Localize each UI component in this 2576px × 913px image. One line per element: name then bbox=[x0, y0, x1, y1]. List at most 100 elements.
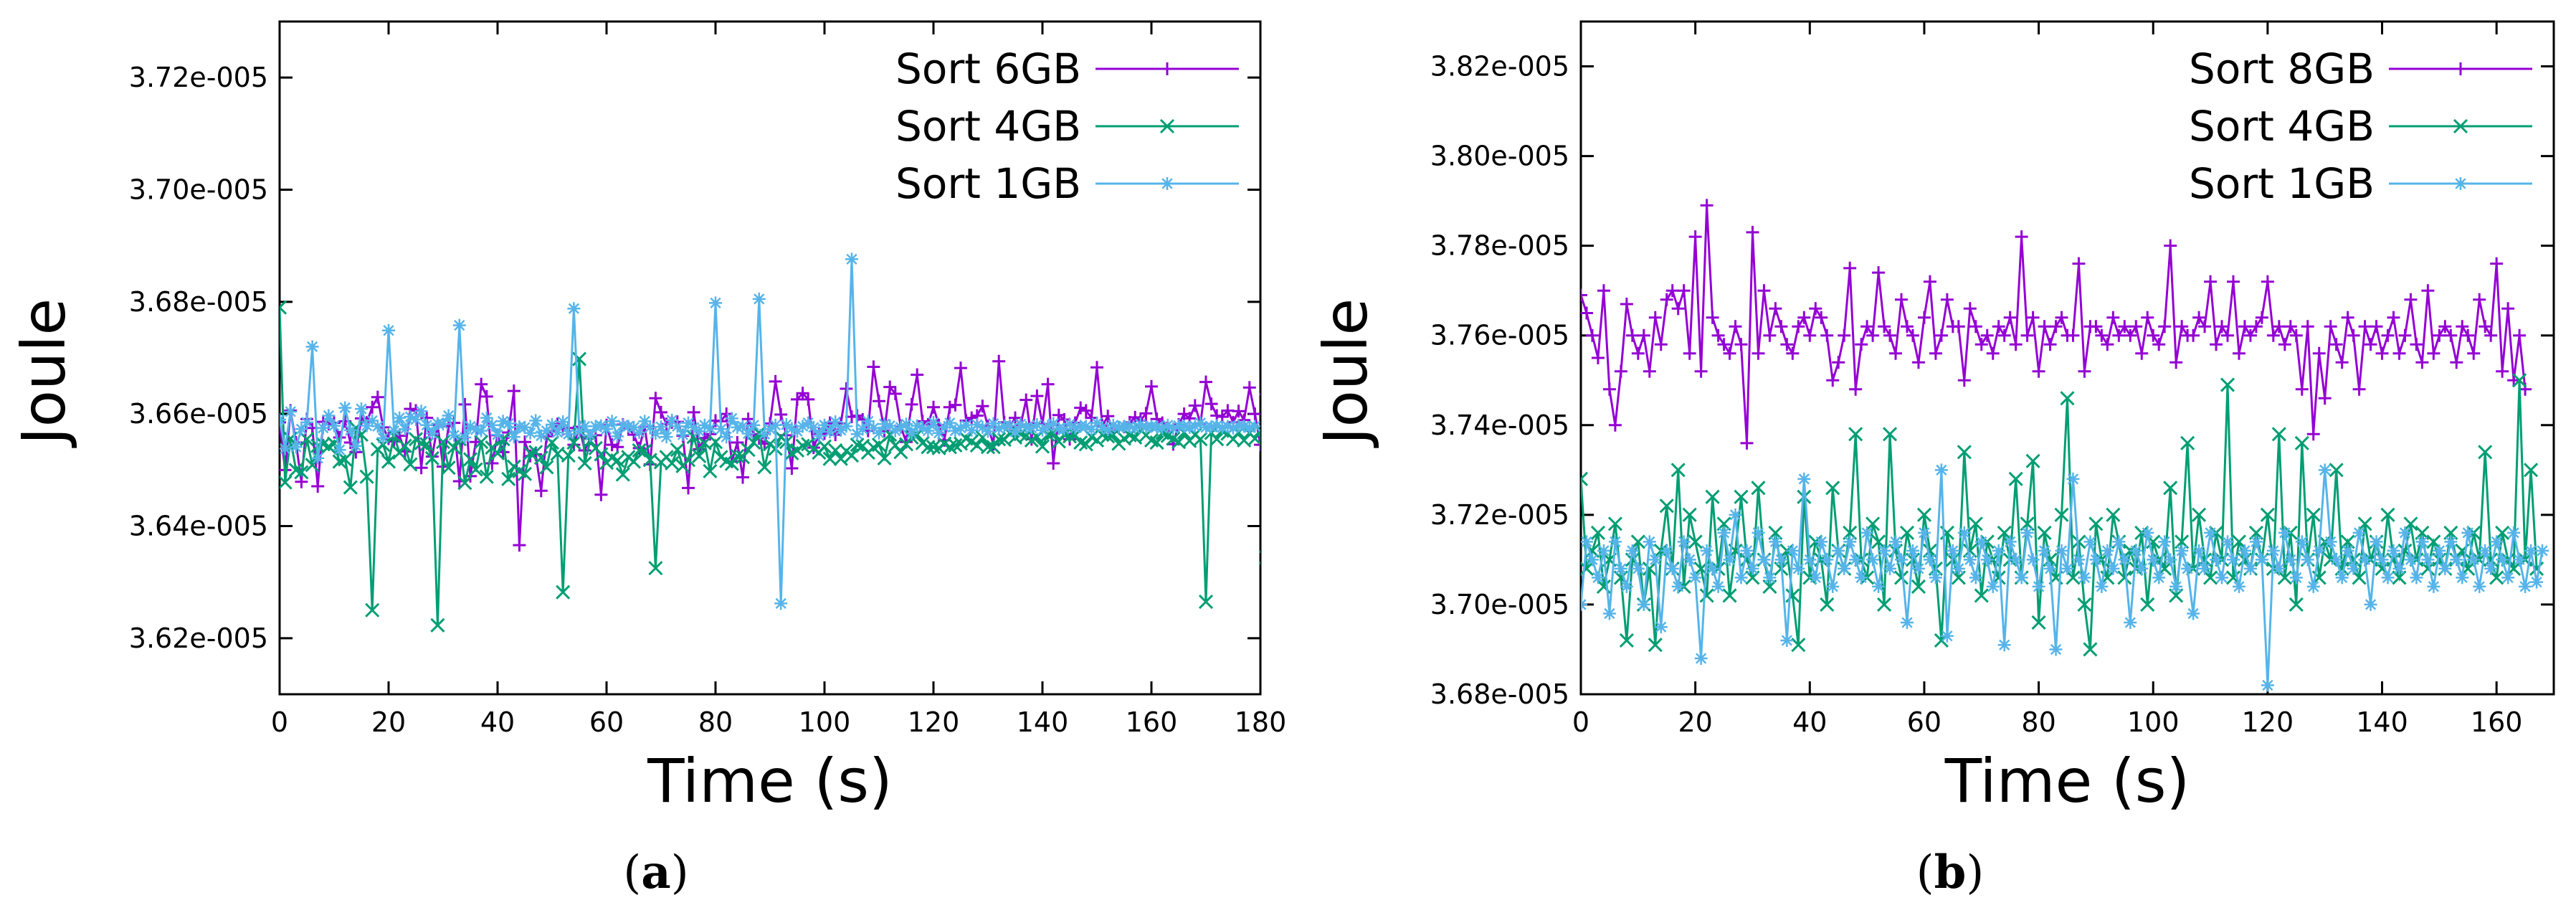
data-point bbox=[725, 412, 738, 425]
data-point bbox=[1619, 633, 1634, 648]
data-point bbox=[1106, 418, 1120, 432]
data-point bbox=[970, 418, 984, 432]
data-point bbox=[741, 443, 756, 458]
data-point bbox=[480, 411, 493, 425]
data-point bbox=[779, 418, 793, 432]
data-point bbox=[556, 415, 570, 429]
data-point bbox=[2410, 571, 2423, 585]
data-point bbox=[2083, 642, 2098, 657]
data-point bbox=[1946, 544, 1959, 557]
data-point bbox=[2398, 526, 2412, 539]
data-point bbox=[2272, 562, 2286, 575]
data-point bbox=[573, 425, 586, 438]
data-point bbox=[518, 420, 531, 434]
data-point bbox=[2260, 507, 2275, 522]
data-point bbox=[1591, 351, 1605, 364]
data-point bbox=[2380, 507, 2395, 522]
data-point bbox=[1648, 638, 1663, 653]
data-point bbox=[458, 430, 472, 444]
data-point bbox=[1792, 320, 1805, 333]
data-point bbox=[741, 427, 755, 440]
x-tick-label: 180 bbox=[1235, 706, 1287, 738]
data-point bbox=[828, 443, 843, 458]
data-point bbox=[2231, 534, 2247, 549]
y-tick-label: 3.66e-005 bbox=[129, 398, 268, 430]
data-point bbox=[2032, 364, 2045, 378]
data-point bbox=[1980, 328, 1994, 342]
data-point bbox=[437, 417, 450, 431]
data-point bbox=[1963, 302, 1977, 316]
data-point bbox=[2271, 427, 2286, 442]
data-point bbox=[1815, 311, 1828, 324]
data-point bbox=[2152, 571, 2166, 585]
data-point bbox=[2175, 320, 2189, 333]
data-point bbox=[1020, 393, 1033, 407]
data-point bbox=[311, 480, 325, 493]
data-point bbox=[409, 412, 422, 426]
data-point bbox=[637, 443, 652, 458]
x-tick-label: 160 bbox=[1126, 706, 1178, 738]
data-point bbox=[2140, 597, 2155, 612]
data-point bbox=[2124, 615, 2137, 629]
data-point bbox=[2490, 535, 2504, 549]
data-point bbox=[485, 418, 499, 432]
data-point bbox=[2031, 615, 2046, 630]
data-point bbox=[2210, 338, 2223, 351]
data-point bbox=[665, 455, 680, 471]
data-point bbox=[1242, 381, 1256, 394]
data-point bbox=[1791, 638, 1806, 653]
data-point bbox=[338, 401, 352, 415]
data-point bbox=[2238, 544, 2251, 557]
data-point bbox=[2187, 607, 2200, 620]
data-point bbox=[2513, 328, 2527, 342]
x-tick-label: 100 bbox=[2127, 706, 2180, 738]
data-point bbox=[2415, 535, 2429, 549]
data-point bbox=[1752, 526, 1765, 539]
data-point bbox=[469, 423, 483, 437]
data-point bbox=[2461, 328, 2475, 342]
data-point bbox=[1659, 498, 1674, 514]
data-point bbox=[1700, 199, 1714, 212]
data-point bbox=[475, 424, 488, 437]
data-point bbox=[393, 411, 407, 425]
data-point bbox=[954, 361, 967, 375]
data-point bbox=[1630, 534, 1645, 549]
data-point bbox=[626, 454, 642, 469]
data-point bbox=[2255, 553, 2268, 567]
data-point bbox=[2088, 516, 2104, 531]
data-point bbox=[2478, 320, 2492, 333]
data-point bbox=[1911, 562, 1925, 575]
data-point bbox=[1608, 418, 1622, 432]
data-point bbox=[888, 424, 902, 437]
data-point bbox=[980, 440, 996, 455]
data-point bbox=[807, 420, 820, 434]
data-point bbox=[2387, 311, 2400, 324]
data-point bbox=[632, 425, 646, 439]
data-point bbox=[1581, 288, 1587, 302]
data-point bbox=[1161, 418, 1174, 432]
series-sort-6gb bbox=[280, 354, 1260, 552]
data-point bbox=[1648, 311, 1662, 324]
data-point bbox=[2106, 311, 2120, 324]
data-point bbox=[2164, 553, 2177, 567]
data-point bbox=[873, 426, 885, 440]
data-point bbox=[1803, 553, 1817, 567]
data-point bbox=[371, 420, 384, 433]
data-point bbox=[1860, 320, 1874, 333]
data-point bbox=[1700, 544, 1714, 557]
data-point bbox=[1188, 399, 1202, 412]
data-point bbox=[708, 435, 723, 450]
data-point bbox=[1085, 423, 1098, 437]
data-point bbox=[447, 440, 462, 455]
data-point bbox=[2306, 507, 2321, 522]
data-point bbox=[2164, 239, 2177, 252]
data-point bbox=[1757, 553, 1771, 567]
data-point bbox=[1215, 420, 1229, 434]
data-point bbox=[2038, 320, 2051, 333]
data-point bbox=[2141, 311, 2154, 324]
data-point bbox=[1843, 535, 1857, 549]
data-point bbox=[1797, 311, 1811, 324]
data-point bbox=[1625, 544, 1639, 557]
data-point bbox=[1734, 338, 1748, 351]
